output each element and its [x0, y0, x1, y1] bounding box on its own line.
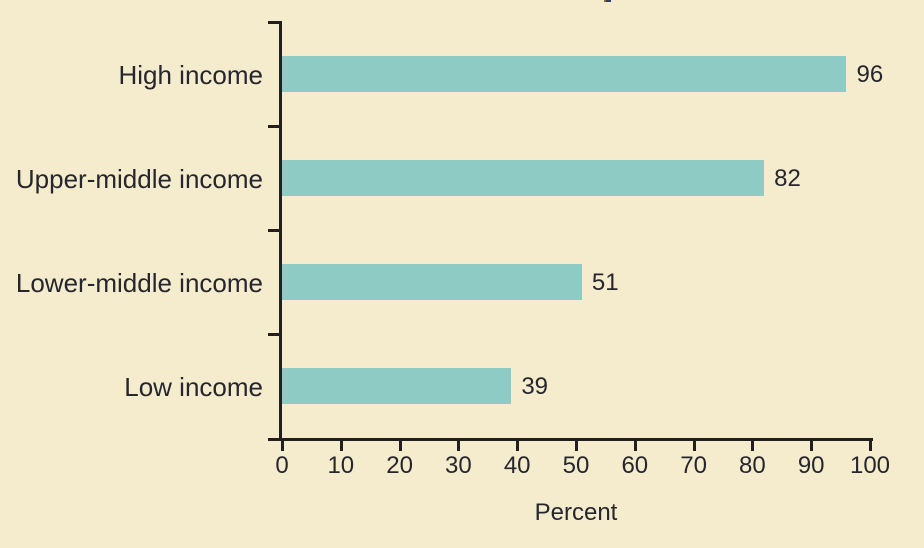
- x-axis-tick-label: 10: [327, 452, 355, 479]
- x-axis-tick-label: 70: [680, 452, 707, 479]
- x-axis-tick: [692, 441, 696, 451]
- x-axis-tick: [575, 441, 578, 451]
- plot-area: Percent High income 96 Upper-middle income…: [16, 20, 890, 525]
- y-axis-tick: [268, 20, 280, 24]
- cropped-title-artifact: [604, 0, 611, 2]
- category-label: High income: [118, 60, 263, 90]
- x-axis-tick-label: 100: [849, 452, 891, 479]
- x-axis-title: Percent: [534, 499, 618, 526]
- y-axis-tick: [268, 332, 280, 336]
- category-label: Low income: [124, 372, 263, 402]
- x-axis-tick-label: 90: [797, 452, 825, 479]
- value-label: 96: [856, 61, 884, 88]
- x-axis-tick: [398, 441, 402, 451]
- value-label: 51: [591, 269, 619, 296]
- x-axis-tick: [751, 441, 755, 451]
- x-axis-line: [268, 438, 873, 441]
- x-axis-tick-label: 60: [621, 452, 649, 479]
- y-axis-line: [279, 21, 282, 441]
- x-axis-tick-label: 80: [739, 452, 766, 479]
- x-axis-tick: [633, 441, 637, 451]
- x-axis-tick-label: 50: [562, 452, 590, 479]
- y-axis-tick: [268, 124, 280, 128]
- x-axis-tick: [339, 441, 343, 451]
- bar-low-income: [282, 368, 512, 404]
- x-axis-tick: [516, 441, 520, 451]
- x-axis-tick: [457, 441, 461, 451]
- x-axis-tick: [281, 441, 284, 451]
- x-axis-tick-label: 30: [445, 452, 472, 479]
- value-label: 82: [774, 165, 801, 192]
- x-axis-tick-label: 40: [503, 452, 531, 479]
- x-axis-tick: [810, 441, 814, 451]
- bar-high-income: [282, 56, 847, 92]
- y-axis-tick: [268, 228, 280, 232]
- category-label: Lower-middle income: [15, 268, 263, 298]
- x-axis-tick-label: 0: [275, 452, 289, 479]
- x-axis-tick-label: 20: [386, 452, 413, 479]
- value-label: 39: [521, 373, 549, 400]
- category-label: Upper-middle income: [15, 164, 263, 194]
- bar-lower-middle-income: [282, 264, 582, 300]
- x-axis-tick: [869, 441, 872, 451]
- bar-upper-middle-income: [282, 160, 765, 196]
